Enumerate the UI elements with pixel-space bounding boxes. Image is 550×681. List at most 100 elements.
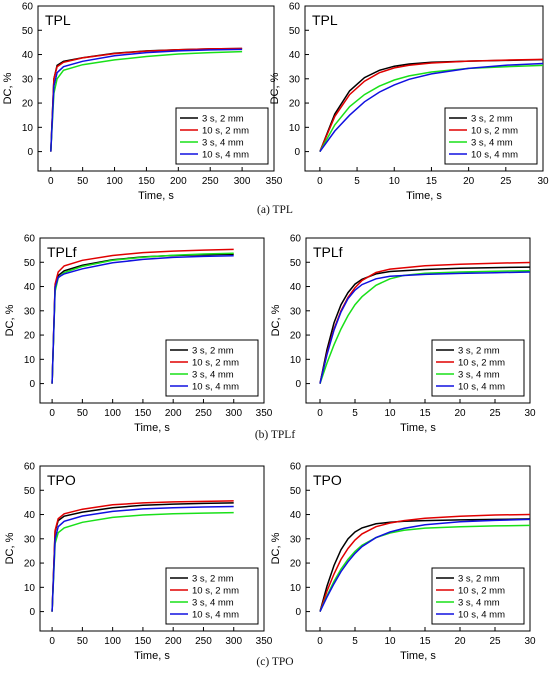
caption-a: (a) TPL xyxy=(257,204,293,216)
y-tick-label: 20 xyxy=(290,331,302,342)
x-tick-label: 20 xyxy=(454,636,466,647)
y-tick-label: 10 xyxy=(24,583,36,594)
series-line xyxy=(51,248,234,384)
x-axis-label: Time, s xyxy=(406,190,442,202)
x-tick-label: 200 xyxy=(165,636,182,647)
x-tick-label: 150 xyxy=(135,636,152,647)
x-tick-label: 0 xyxy=(49,636,55,647)
y-tick-label: 60 xyxy=(24,462,36,473)
x-tick-label: 25 xyxy=(489,636,501,647)
x-axis-label: Time, s xyxy=(400,422,436,434)
y-axis-label: DC, % xyxy=(270,532,282,564)
legend-entry: 3 s, 4 mm xyxy=(202,138,244,149)
x-tick-label: 0 xyxy=(317,408,323,419)
y-tick-label: 20 xyxy=(24,331,36,342)
y-tick-label: 60 xyxy=(22,2,34,13)
chart-panel-4: 0 10 20 30 40 50 60 0 5 10 15 20 25 30 Time, s DC, % TPL… xyxy=(270,234,536,435)
x-tick-label: 350 xyxy=(256,408,273,419)
series-line xyxy=(50,48,243,152)
y-tick-label: 30 xyxy=(24,534,36,545)
x-tick-label: 50 xyxy=(77,176,89,187)
x-tick-label: 0 xyxy=(48,176,54,187)
y-tick-label: 40 xyxy=(290,282,302,293)
x-tick-label: 10 xyxy=(384,636,396,647)
legend-entry: 3 s, 2 mm xyxy=(192,574,234,585)
x-tick-label: 350 xyxy=(256,636,273,647)
y-tick-label: 10 xyxy=(289,123,301,134)
y-tick-label: 50 xyxy=(22,26,34,37)
y-tick-label: 0 xyxy=(27,147,33,158)
y-tick-label: 40 xyxy=(22,50,34,61)
x-tick-label: 150 xyxy=(138,176,155,187)
y-tick-label: 20 xyxy=(24,559,36,570)
plot-frame xyxy=(305,465,531,632)
series-line xyxy=(319,518,531,612)
chart-title: TPL xyxy=(312,12,338,28)
y-tick-label: 40 xyxy=(290,510,302,521)
plot-frame xyxy=(39,237,265,404)
series-line xyxy=(51,505,234,612)
series-line xyxy=(319,62,544,153)
series-line xyxy=(319,518,531,612)
y-tick-label: 40 xyxy=(289,50,301,61)
x-tick-label: 20 xyxy=(463,176,475,187)
caption-b: (b) TPLf xyxy=(254,429,296,441)
legend-entry: 10 s, 4 mm xyxy=(192,382,239,393)
legend-entry: 3 s, 4 mm xyxy=(192,598,234,609)
y-tick-label: 10 xyxy=(290,583,302,594)
x-tick-label: 5 xyxy=(354,176,360,187)
x-tick-label: 200 xyxy=(165,408,182,419)
y-tick-label: 10 xyxy=(24,355,36,366)
x-tick-label: 300 xyxy=(225,408,242,419)
series-line xyxy=(319,513,531,612)
y-tick-label: 20 xyxy=(290,559,302,570)
y-axis-label: DC, % xyxy=(4,532,16,564)
x-tick-label: 100 xyxy=(104,408,121,419)
plot-frame xyxy=(39,465,265,632)
legend-entry: 10 s, 2 mm xyxy=(458,586,505,597)
legend-entry: 10 s, 4 mm xyxy=(458,610,505,621)
x-tick-label: 15 xyxy=(419,408,431,419)
x-tick-label: 250 xyxy=(195,408,212,419)
y-tick-label: 60 xyxy=(290,234,302,245)
x-tick-label: 15 xyxy=(419,636,431,647)
chart-title: TPO xyxy=(313,472,342,488)
y-tick-label: 50 xyxy=(290,258,302,269)
x-tick-label: 0 xyxy=(317,636,323,647)
legend-entry: 10 s, 2 mm xyxy=(202,126,249,137)
y-tick-label: 0 xyxy=(29,379,35,390)
plot-frame xyxy=(305,237,531,404)
series-line xyxy=(319,58,544,152)
x-tick-label: 20 xyxy=(454,408,466,419)
x-tick-label: 50 xyxy=(77,408,89,419)
legend-entry: 10 s, 2 mm xyxy=(192,358,239,369)
y-tick-label: 0 xyxy=(295,379,301,390)
chart-title: TPL xyxy=(45,12,71,28)
y-tick-label: 50 xyxy=(289,26,301,37)
series-line xyxy=(319,270,531,384)
x-tick-label: 50 xyxy=(77,636,89,647)
x-tick-label: 0 xyxy=(317,176,323,187)
y-tick-label: 30 xyxy=(24,306,36,317)
legend-entry: 10 s, 2 mm xyxy=(471,126,518,137)
x-axis-label: Time, s xyxy=(400,650,436,662)
x-tick-label: 100 xyxy=(106,176,123,187)
x-tick-label: 150 xyxy=(135,408,152,419)
series-line xyxy=(319,266,531,384)
x-axis-label: Time, s xyxy=(134,650,170,662)
y-axis-label: DC, % xyxy=(4,304,16,336)
legend-entry: 3 s, 4 mm xyxy=(458,598,500,609)
x-tick-label: 30 xyxy=(524,408,536,419)
x-tick-label: 30 xyxy=(537,176,549,187)
chart-title: TPO xyxy=(47,472,76,488)
legend-entry: 3 s, 2 mm xyxy=(192,346,234,357)
x-tick-label: 100 xyxy=(104,636,121,647)
x-tick-label: 25 xyxy=(500,176,512,187)
legend-entry: 3 s, 2 mm xyxy=(458,574,500,585)
y-tick-label: 60 xyxy=(24,234,36,245)
legend-entry: 10 s, 4 mm xyxy=(458,382,505,393)
chart-title: TPLf xyxy=(47,244,77,260)
y-tick-label: 50 xyxy=(24,486,36,497)
y-tick-label: 60 xyxy=(290,462,302,473)
plot-frame xyxy=(304,5,544,172)
